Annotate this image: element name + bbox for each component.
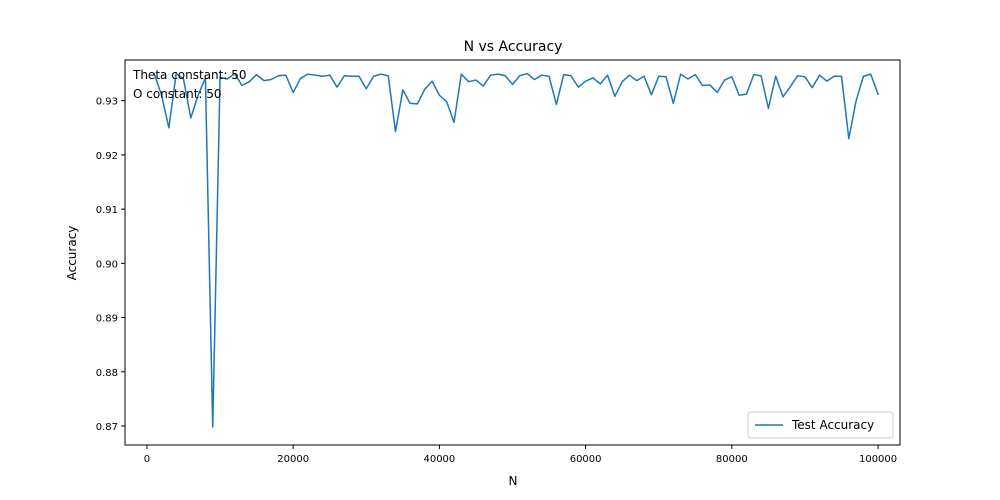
x-tick-label: 60000 — [570, 454, 602, 465]
y-axis-ticks: 0.87 0.88 0.89 0.90 0.91 0.92 0.93 — [96, 97, 125, 433]
chart-title: N vs Accuracy — [464, 39, 563, 55]
x-axis-label: N — [509, 474, 518, 488]
legend-label: Test Accuracy — [791, 418, 874, 432]
plot-area — [124, 59, 901, 446]
y-tick-label: 0.88 — [96, 368, 118, 379]
annotation-o: O constant: 50 — [133, 87, 222, 101]
series-layer — [153, 72, 880, 428]
y-axis-label: Accuracy — [65, 226, 79, 281]
y-tick-label: 0.93 — [96, 97, 118, 108]
x-tick-label: 40000 — [423, 454, 455, 465]
x-tick-label: 100000 — [859, 454, 897, 465]
x-axis-ticks: 0 20000 40000 60000 80000 100000 — [144, 445, 897, 465]
axes-frame — [124, 59, 901, 446]
y-tick-label: 0.89 — [96, 314, 118, 325]
x-tick-label: 80000 — [716, 454, 748, 465]
y-tick-label: 0.91 — [96, 205, 118, 216]
legend: Test Accuracy — [747, 411, 894, 439]
legend-box — [747, 411, 894, 439]
x-tick-label: 0 — [144, 454, 150, 465]
series-line-1 — [153, 72, 880, 428]
annotation-theta: Theta constant: 50 — [132, 68, 246, 82]
y-tick-label: 0.90 — [96, 259, 118, 270]
x-tick-label: 20000 — [277, 454, 309, 465]
y-tick-label: 0.92 — [96, 151, 118, 162]
y-tick-label: 0.87 — [96, 422, 118, 433]
